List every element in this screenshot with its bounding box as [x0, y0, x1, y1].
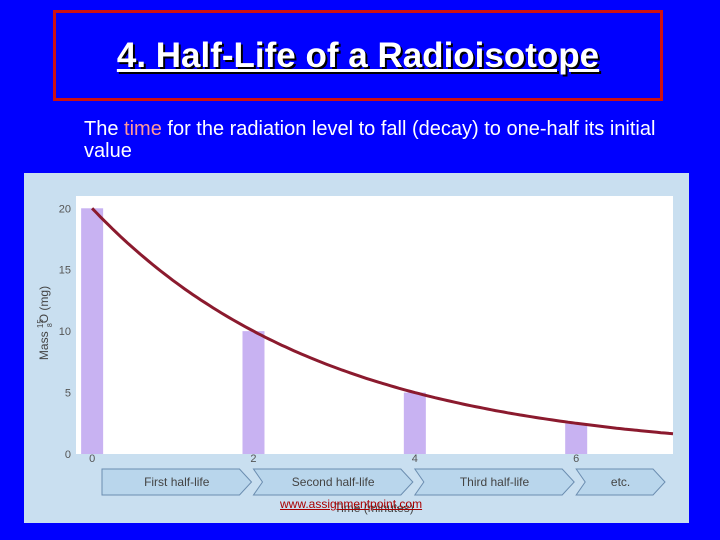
bar-0 [81, 208, 104, 454]
half-life-label-3: etc. [611, 475, 630, 489]
half-life-label-1: Second half-life [292, 475, 375, 489]
y-axis-label-main: Mass [37, 328, 51, 360]
y-axis-label-sub: 8 [47, 323, 54, 327]
bar-3 [565, 423, 588, 454]
chart-panel: First half-life Second half-life Third hal… [24, 173, 689, 523]
title-box: 4. Half-Life of a Radioisotope [53, 10, 663, 101]
half-life-arrow-3 [575, 468, 666, 496]
y-tick-label-3: 15 [59, 265, 71, 277]
x-axis-label: Time (minutes) [334, 501, 414, 515]
plot-area [76, 196, 673, 454]
desc-part1: The [84, 118, 125, 140]
desc-part2: for the radiation level to fall (decay) … [84, 118, 656, 162]
watermark-link[interactable]: www.assignmentpoint.com [280, 497, 423, 511]
slide-title: 4. Half-Life of a Radioisotope [116, 35, 600, 75]
x-tick-label-0: 0 [89, 453, 95, 465]
half-life-arrow-1 [252, 468, 414, 496]
half-life-label-0: First half-life [144, 475, 210, 489]
y-axis-label: Mass 15 8O (mg) [36, 286, 54, 360]
half-life-chart: First half-life Second half-life Third hal… [36, 196, 674, 515]
desc-highlight: time [124, 118, 162, 140]
half-life-label-2: Third half-life [460, 475, 530, 489]
x-tick-label-3: 6 [573, 453, 579, 465]
half-life-arrow-0 [101, 468, 253, 496]
x-tick-label-2: 4 [412, 453, 418, 465]
x-tick-label-1: 2 [250, 453, 256, 465]
y-axis-label-super: 15 [36, 319, 45, 328]
y-tick-label-1: 5 [65, 388, 71, 400]
y-axis-label-rest: O (mg) [37, 286, 51, 323]
decay-curve [91, 207, 674, 436]
y-tick-label-4: 20 [59, 203, 71, 215]
bar-2 [403, 392, 426, 454]
slide-description: The time for the radiation level to fall… [84, 118, 684, 162]
half-life-arrow-2 [413, 468, 575, 496]
y-tick-label-2: 10 [59, 326, 71, 338]
y-tick-label-0: 0 [65, 449, 71, 461]
bar-1 [242, 331, 265, 454]
